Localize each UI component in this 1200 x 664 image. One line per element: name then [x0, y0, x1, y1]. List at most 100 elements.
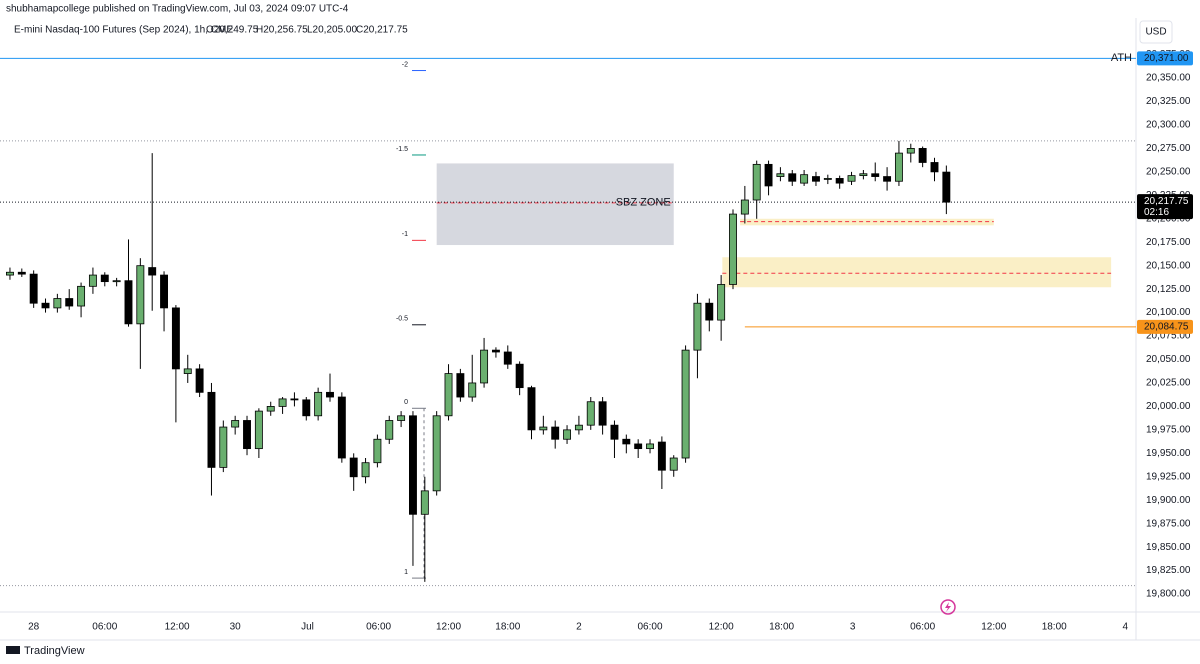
candle-body [847, 175, 856, 182]
candle-body [586, 401, 595, 426]
y-tick-label: 20,175.00 [1146, 237, 1191, 248]
candle-body [397, 415, 406, 421]
y-tick-label: 20,000.00 [1146, 401, 1191, 412]
icon-ring[interactable] [940, 599, 956, 615]
y-tick-label: 19,975.00 [1146, 425, 1191, 436]
y-tick-label: 20,275.00 [1146, 143, 1191, 154]
x-tick-label: 06:00 [638, 622, 663, 633]
y-tick-label: 20,325.00 [1146, 96, 1191, 107]
x-tick-label: 30 [230, 622, 242, 633]
zone [722, 257, 1112, 288]
candle-body [634, 443, 643, 450]
candle-body [326, 391, 334, 398]
x-tick-label: 12:00 [436, 622, 461, 633]
candle-body [148, 267, 157, 276]
y-tick-label: 19,875.00 [1146, 518, 1191, 529]
x-tick-label: 12:00 [165, 622, 190, 633]
candle-body [231, 420, 240, 428]
y-tick-label: 20,250.00 [1146, 167, 1191, 178]
candle-body [112, 280, 121, 283]
x-tick-label: 18:00 [769, 622, 794, 633]
candle-body [598, 401, 607, 426]
icon-bolt[interactable] [945, 602, 951, 612]
candle-body [468, 382, 477, 398]
y-tick-label: 20,100.00 [1146, 307, 1191, 318]
candle-body [646, 443, 654, 450]
price-tag-label: 20,084.75 [1144, 322, 1189, 333]
candle-body [385, 420, 394, 440]
candle-body [527, 387, 536, 431]
y-tick-label: 19,900.00 [1146, 495, 1191, 506]
candle-body [17, 271, 26, 275]
candle-body [171, 307, 180, 370]
candle-body [480, 349, 489, 384]
currency[interactable]: USD [1145, 27, 1166, 38]
candle-body [254, 410, 263, 450]
x-tick-label: 2 [576, 622, 582, 633]
open-value: O20,249.75 [206, 25, 259, 36]
candle-body [740, 199, 749, 215]
candle-body [53, 298, 62, 309]
lightning-icon[interactable] [940, 599, 956, 615]
x-tick-label: 12:00 [709, 622, 734, 633]
candle-body [788, 173, 797, 182]
candle-body [420, 490, 429, 515]
brand: TradingView [24, 645, 85, 657]
candle-body [894, 152, 903, 182]
countdown-label: 02:16 [1144, 207, 1169, 218]
candle-body [207, 391, 216, 468]
candle-body [729, 213, 737, 285]
candle-body [77, 285, 86, 307]
candle-body [883, 176, 892, 182]
x-tick-label: 18:00 [1042, 622, 1067, 633]
fib-label: -1 [402, 231, 408, 238]
candle-body [906, 148, 915, 154]
footer-logo [6, 646, 20, 654]
candle-body [29, 273, 38, 304]
candle-body [776, 173, 785, 177]
low-value: L20,205.00 [307, 25, 357, 36]
last-price-label: 20,217.75 [1144, 196, 1189, 207]
candle-body [302, 399, 311, 417]
currency-button[interactable] [1139, 20, 1173, 44]
y-tick-label: 19,950.00 [1146, 448, 1191, 459]
candle-body [243, 420, 251, 450]
candle-body [717, 284, 726, 321]
candle-body [515, 363, 524, 389]
candle-body [930, 162, 939, 173]
x-tick-label: Jul [301, 622, 314, 633]
candle-body [871, 173, 880, 177]
fib-label: 0 [404, 399, 408, 406]
candle-body [432, 415, 441, 492]
candle-body [290, 398, 299, 401]
candle-body [160, 274, 169, 309]
y-tick-label: 20,300.00 [1146, 120, 1191, 131]
candle-body [574, 424, 583, 431]
fib-label: -2 [402, 61, 408, 68]
candle-body [812, 176, 820, 182]
close-value: C20,217.75 [356, 25, 408, 36]
candle-body [693, 302, 702, 351]
fib-label: 1 [404, 569, 408, 576]
candle-body [456, 373, 465, 398]
candle-body [503, 351, 512, 365]
candle-body [539, 426, 548, 431]
high-value: H20,256.75 [256, 25, 308, 36]
candle-body [563, 429, 572, 440]
candle-body [491, 349, 500, 353]
candle-body [800, 174, 809, 184]
candle-body [859, 173, 868, 177]
y-tick-label: 20,050.00 [1146, 354, 1191, 365]
candle-body [195, 368, 204, 393]
candle-body [373, 438, 382, 464]
candle-body [183, 368, 192, 374]
candle-body [219, 426, 228, 468]
candle-body [918, 148, 927, 163]
candle-body [349, 457, 358, 478]
x-tick-label: 06:00 [910, 622, 935, 633]
y-tick-label: 20,350.00 [1146, 73, 1191, 84]
fib-label: -0.5 [396, 316, 408, 323]
candle-body [752, 163, 761, 201]
candle-body [551, 426, 560, 440]
